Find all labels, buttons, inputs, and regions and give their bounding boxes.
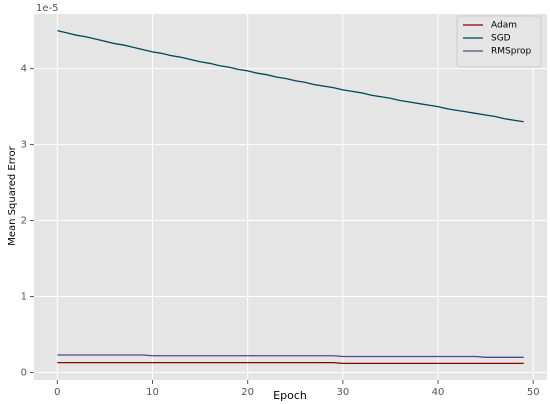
legend-label: SGD (491, 34, 511, 44)
x-tick-label: 10 (146, 387, 159, 398)
line (57, 361, 524, 365)
legend-label: Adam (491, 21, 517, 31)
legend-label: RMSprop (491, 47, 531, 57)
y-offset-label: 1e-5 (36, 3, 59, 14)
y-tick-label: 3 (21, 140, 27, 151)
y-tick-label: 4 (21, 64, 27, 75)
x-tick-label: 0 (54, 387, 60, 398)
x-axis-label: Epoch (273, 389, 307, 402)
x-tick-label: 40 (432, 387, 445, 398)
legend: Adam SGD RMSprop (456, 15, 542, 68)
legend-box (456, 15, 542, 68)
y-tick-label: 0 (21, 367, 27, 378)
y-tick-label: 1 (21, 292, 27, 303)
line (57, 30, 524, 123)
plot-area (34, 14, 547, 380)
y-axis-label: Mean Squared Error (7, 145, 18, 245)
line (57, 354, 524, 358)
x-tick-label: 30 (336, 387, 349, 398)
y-tick-label: 2 (21, 216, 27, 227)
x-tick-label: 20 (241, 387, 254, 398)
x-tick-label: 50 (527, 387, 540, 398)
